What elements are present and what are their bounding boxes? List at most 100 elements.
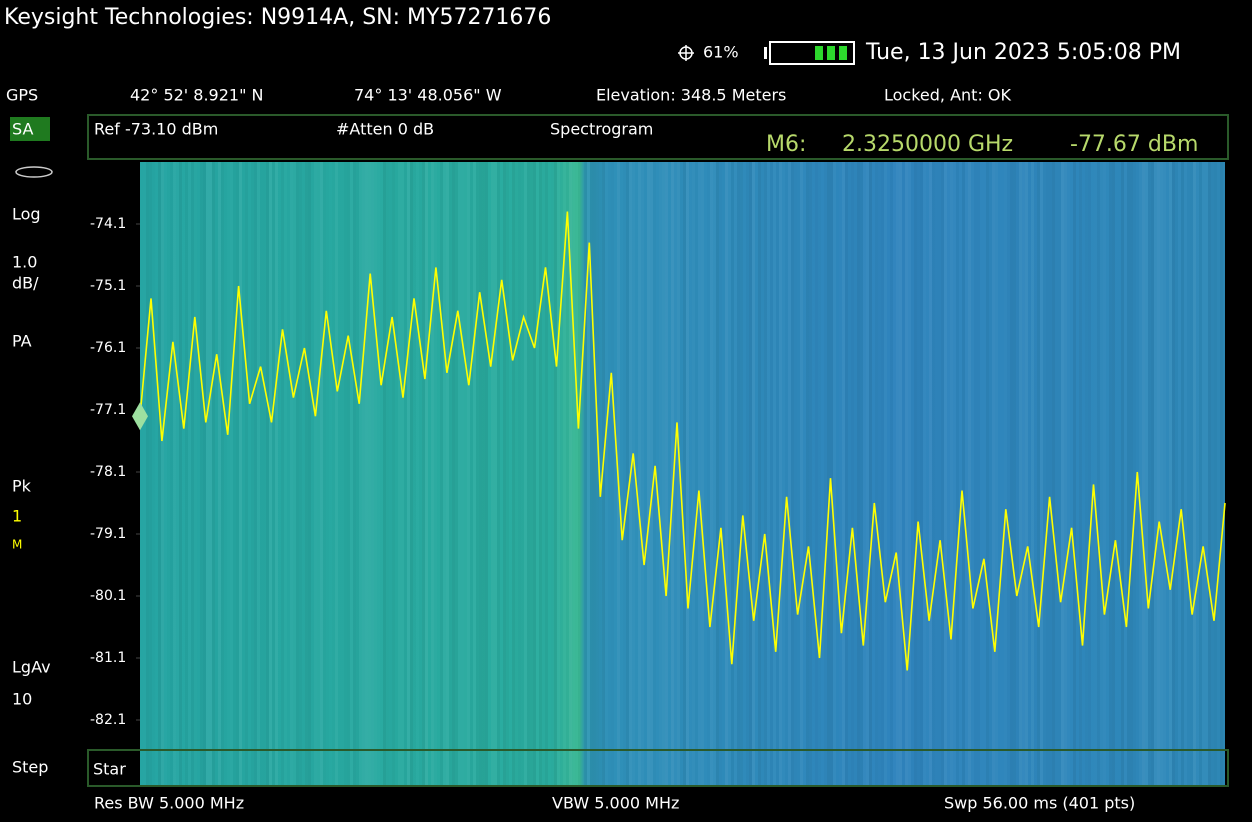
stripe: [731, 162, 734, 785]
y-tick-label: -81.1: [90, 650, 126, 666]
stripe: [554, 162, 557, 785]
stripe: [281, 162, 284, 785]
stripe: [557, 162, 560, 785]
stripe: [218, 162, 221, 785]
stripe: [515, 162, 518, 785]
stripe: [1085, 162, 1088, 785]
ref-level: Ref -73.10 dBm: [94, 120, 218, 139]
stripe: [170, 162, 173, 785]
stripe: [1205, 162, 1208, 785]
stripe: [917, 162, 920, 785]
stripe: [1133, 162, 1136, 785]
marker-frequency: 2.3250000 GHz: [842, 132, 1013, 157]
stripe: [473, 162, 476, 785]
stripe: [1154, 162, 1157, 785]
stripe: [254, 162, 257, 785]
stripe: [809, 162, 812, 785]
stripe: [758, 162, 761, 785]
stripe: [533, 162, 536, 785]
stripe: [686, 162, 689, 785]
stripe: [893, 162, 896, 785]
stripe: [1082, 162, 1085, 785]
stripe: [920, 162, 923, 785]
stripe: [755, 162, 758, 785]
stripe: [887, 162, 890, 785]
stripe: [1163, 162, 1166, 785]
gps-status: Locked, Ant: OK: [884, 86, 1012, 105]
stripe: [188, 162, 191, 785]
stripe: [1061, 162, 1064, 785]
stripe: [1142, 162, 1145, 785]
sidebar-label: 1: [12, 507, 22, 526]
stripe: [749, 162, 752, 785]
stripe: [1151, 162, 1154, 785]
stripe: [1181, 162, 1184, 785]
stripe: [512, 162, 515, 785]
stripe: [719, 162, 722, 785]
stripe: [1100, 162, 1103, 785]
stripe: [950, 162, 953, 785]
stripe: [1223, 162, 1226, 785]
stripe: [965, 162, 968, 785]
stripe: [584, 162, 587, 785]
stripe: [521, 162, 524, 785]
stripe: [572, 162, 575, 785]
stripe: [695, 162, 698, 785]
stripe: [623, 162, 626, 785]
stripe: [338, 162, 341, 785]
stripe: [407, 162, 410, 785]
stripe: [305, 162, 308, 785]
stripe: [476, 162, 479, 785]
stripe: [941, 162, 944, 785]
stripe: [746, 162, 749, 785]
stripe: [1127, 162, 1130, 785]
stripe: [359, 162, 362, 785]
stripe: [1211, 162, 1214, 785]
stripe: [524, 162, 527, 785]
stripe: [434, 162, 437, 785]
stripe: [983, 162, 986, 785]
stripe: [1046, 162, 1049, 785]
stripe: [1103, 162, 1106, 785]
stripe: [461, 162, 464, 785]
stripe: [1145, 162, 1148, 785]
stripe: [500, 162, 503, 785]
stripe: [1031, 162, 1034, 785]
stripe: [311, 162, 314, 785]
stripe: [1160, 162, 1163, 785]
stripe: [422, 162, 425, 785]
stripe: [1091, 162, 1094, 785]
stripe: [956, 162, 959, 785]
stripe: [866, 162, 869, 785]
stripe: [212, 162, 215, 785]
stripe: [776, 162, 779, 785]
stripe: [716, 162, 719, 785]
stripe: [1121, 162, 1124, 785]
stripe: [824, 162, 827, 785]
stripe: [1124, 162, 1127, 785]
stripe: [215, 162, 218, 785]
stripe: [935, 162, 938, 785]
stripe: [158, 162, 161, 785]
stripe: [494, 162, 497, 785]
stripe: [581, 162, 584, 785]
marker-label: M6:: [766, 132, 806, 157]
stripe: [977, 162, 980, 785]
stripe: [389, 162, 392, 785]
stripe: [530, 162, 533, 785]
stripe: [413, 162, 416, 785]
stripe: [1172, 162, 1175, 785]
stripe: [833, 162, 836, 785]
stripe: [341, 162, 344, 785]
stripe: [1118, 162, 1121, 785]
stripe: [836, 162, 839, 785]
stripe: [701, 162, 704, 785]
stripe: [875, 162, 878, 785]
battery-percent: 61%: [703, 43, 739, 62]
stripe: [164, 162, 167, 785]
stripe: [545, 162, 548, 785]
stripe: [980, 162, 983, 785]
stripe: [1199, 162, 1202, 785]
stripe: [185, 162, 188, 785]
stripe: [323, 162, 326, 785]
